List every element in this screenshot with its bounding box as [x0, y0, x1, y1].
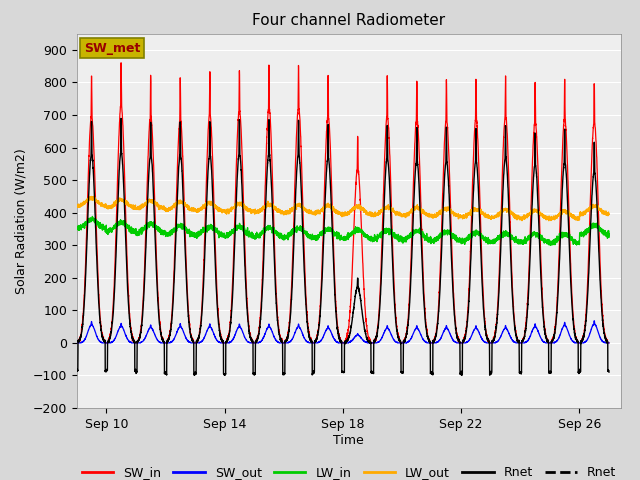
- Legend: SW_in, SW_out, LW_in, LW_out, Rnet, Rnet: SW_in, SW_out, LW_in, LW_out, Rnet, Rnet: [77, 461, 621, 480]
- Text: SW_met: SW_met: [84, 41, 141, 55]
- X-axis label: Time: Time: [333, 433, 364, 446]
- Y-axis label: Solar Radiation (W/m2): Solar Radiation (W/m2): [14, 148, 27, 294]
- Title: Four channel Radiometer: Four channel Radiometer: [252, 13, 445, 28]
